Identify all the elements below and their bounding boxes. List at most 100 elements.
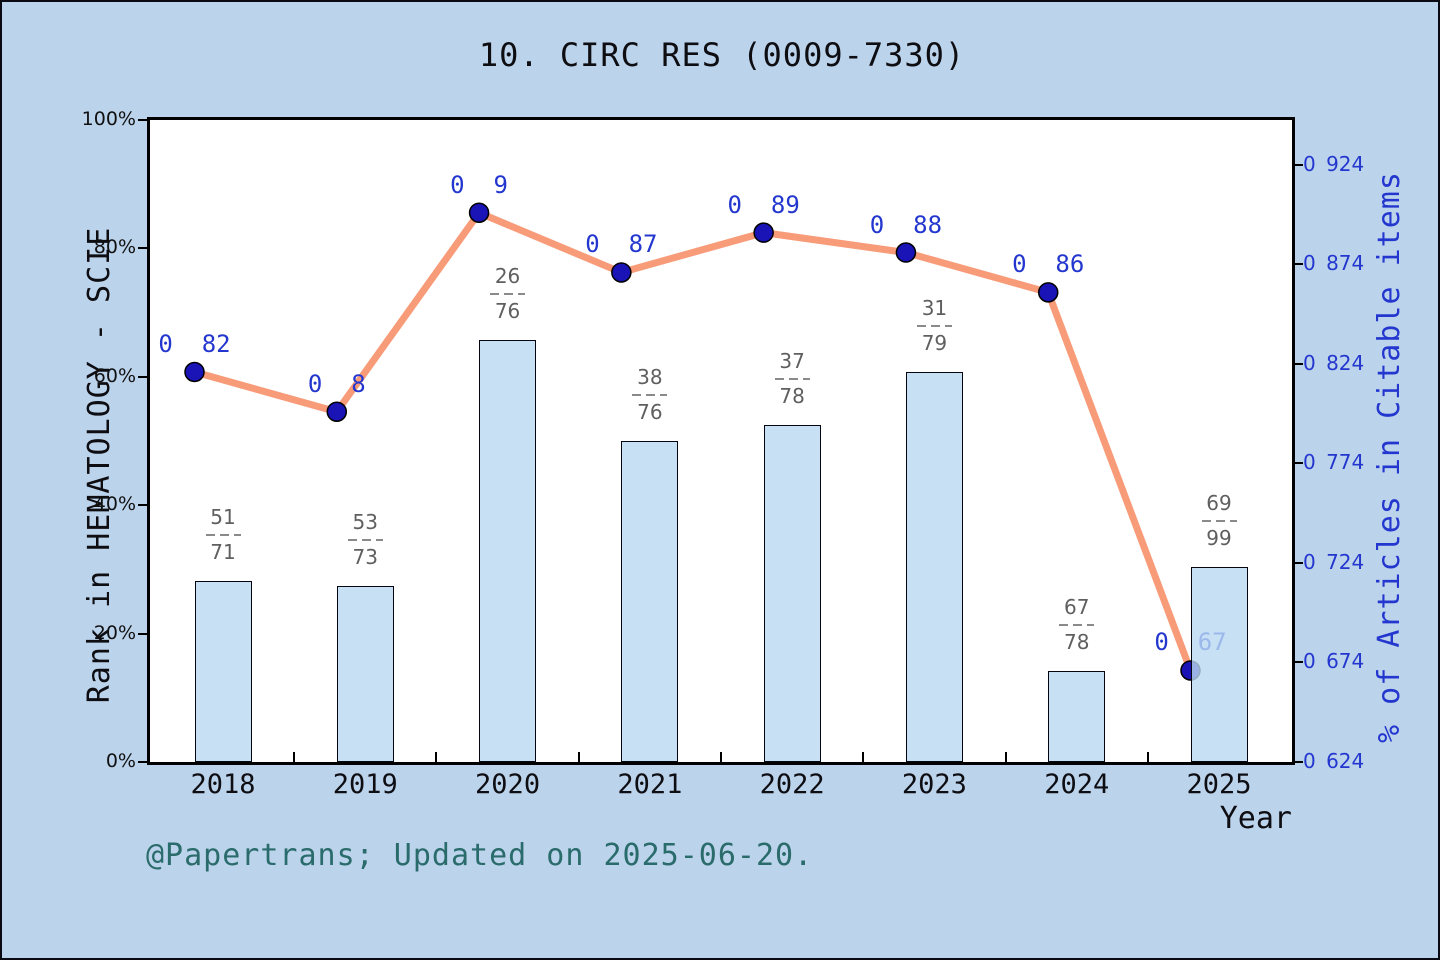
right-axis-tick-label: 0 874: [1303, 251, 1365, 276]
left-axis-tick: [138, 632, 147, 635]
rank-bar: [905, 371, 963, 762]
left-axis-tick-label: 80%: [93, 236, 136, 259]
x-tick-label: 2018: [190, 769, 256, 800]
x-tick-label: 2023: [901, 769, 967, 800]
rank-bar: [1048, 671, 1106, 762]
fraction-denominator: 73: [352, 545, 378, 570]
footer-note: @Papertrans; Updated on 2025-06-20.: [146, 838, 814, 873]
fraction-numerator: 67: [1063, 595, 1090, 620]
fraction-numerator: 38: [637, 365, 663, 389]
right-axis-tick: [1295, 263, 1303, 266]
right-axis-tick: [1295, 163, 1303, 166]
right-axis-tick: [1295, 661, 1303, 664]
fraction-denominator: 79: [921, 330, 948, 355]
left-axis-tick: [138, 504, 147, 507]
x-minor-tick: [435, 752, 438, 762]
rank-bar: [194, 581, 252, 762]
fraction-divider: [916, 324, 952, 327]
rank-fraction-label: 31 79: [899, 296, 969, 356]
fraction-divider: [1201, 520, 1237, 523]
line-point-label: 0 89: [727, 190, 800, 219]
rank-fraction-label: 67 78: [1042, 595, 1112, 655]
left-axis-tick-label: 60%: [93, 364, 136, 387]
line-point-label: 0 82: [158, 329, 231, 358]
x-tick-label: 2024: [1044, 769, 1110, 800]
rank-fraction-label: 53 73: [330, 510, 400, 570]
fraction-denominator: 71: [210, 540, 236, 565]
right-axis-tick: [1295, 462, 1303, 465]
rank-fraction-label: 69 99: [1184, 491, 1254, 551]
x-tick-label: 2025: [1186, 769, 1252, 800]
fraction-denominator: 76: [637, 400, 663, 424]
x-minor-tick: [1004, 752, 1007, 762]
line-point: [895, 242, 917, 263]
x-minor-tick: [293, 752, 296, 762]
line-point: [468, 202, 490, 223]
fraction-divider: [205, 534, 241, 537]
fraction-divider: [490, 292, 526, 295]
line-point-label: 0 8: [307, 369, 366, 398]
right-axis-tick-label: 0 724: [1303, 549, 1365, 574]
left-axis-title: Rank in HEMATOLOGY - SCIE: [82, 226, 117, 704]
rank-fraction-label: 38 76: [615, 365, 685, 425]
x-tick-label: 2021: [617, 769, 683, 800]
right-axis-tick-label: 0 674: [1303, 649, 1365, 674]
x-minor-tick: [720, 752, 722, 762]
line-point: [753, 222, 774, 243]
rank-fraction-label: 37 78: [757, 349, 827, 409]
rank-bar: [479, 339, 537, 762]
left-axis-tick-label: 20%: [93, 621, 136, 644]
x-axis-title: Year: [1219, 801, 1292, 836]
left-axis-tick: [138, 247, 147, 250]
line-point: [611, 262, 632, 283]
left-axis-tick-label: 100%: [81, 108, 136, 130]
fraction-denominator: 78: [1063, 630, 1090, 655]
fraction-denominator: 78: [779, 383, 805, 408]
rank-bar: [336, 586, 394, 762]
fraction-numerator: 26: [494, 263, 521, 288]
x-minor-tick: [1146, 752, 1149, 762]
plot-area: 0 820 80 90 870 890 880 860 675171537326…: [147, 117, 1295, 765]
x-minor-tick: [862, 752, 865, 762]
line-point: [184, 361, 205, 383]
fraction-divider: [774, 377, 810, 380]
left-axis-tick-label: 40%: [93, 493, 136, 516]
line-series: [191, 209, 1194, 674]
line-point-label: 0 87: [585, 230, 658, 259]
right-axis-tick-label: 0 824: [1303, 350, 1365, 375]
fraction-numerator: 51: [210, 505, 236, 530]
left-axis-tick: [138, 375, 147, 378]
right-axis-tick: [1295, 362, 1303, 365]
rank-fraction-label: 26 76: [473, 264, 543, 324]
fraction-numerator: 53: [352, 510, 378, 535]
fraction-denominator: 99: [1206, 526, 1232, 551]
fraction-numerator: 31: [921, 295, 948, 320]
fraction-denominator: 76: [494, 298, 521, 323]
line-point-label: 0 88: [869, 210, 943, 239]
x-tick-label: 2020: [475, 769, 541, 800]
rank-fraction-label: 51 71: [188, 505, 258, 565]
left-axis-tick: [138, 761, 147, 763]
x-tick-label: 2019: [332, 769, 398, 800]
rank-bar: [763, 424, 821, 762]
line-point: [1037, 282, 1059, 303]
fraction-numerator: 69: [1206, 491, 1232, 516]
right-axis-tick: [1295, 761, 1303, 763]
fraction-divider: [347, 539, 383, 542]
rank-bar: [621, 441, 679, 762]
fraction-divider: [632, 394, 668, 396]
left-axis-tick-label: 0%: [105, 750, 136, 772]
right-axis-tick-label: 0 924: [1303, 151, 1365, 176]
line-point-label: 0 86: [1012, 250, 1085, 279]
left-axis-tick: [138, 119, 147, 121]
right-axis-tick-label: 0 624: [1303, 749, 1365, 773]
fraction-divider: [1059, 624, 1095, 627]
line-point-label: 0 9: [450, 170, 508, 199]
right-axis-tick: [1295, 561, 1303, 564]
chart-title: 10. CIRC RES (0009-7330): [478, 36, 966, 74]
x-tick-label: 2022: [759, 769, 825, 800]
line-point: [326, 401, 348, 422]
x-minor-tick: [577, 752, 580, 762]
rank-bar: [1190, 567, 1248, 762]
